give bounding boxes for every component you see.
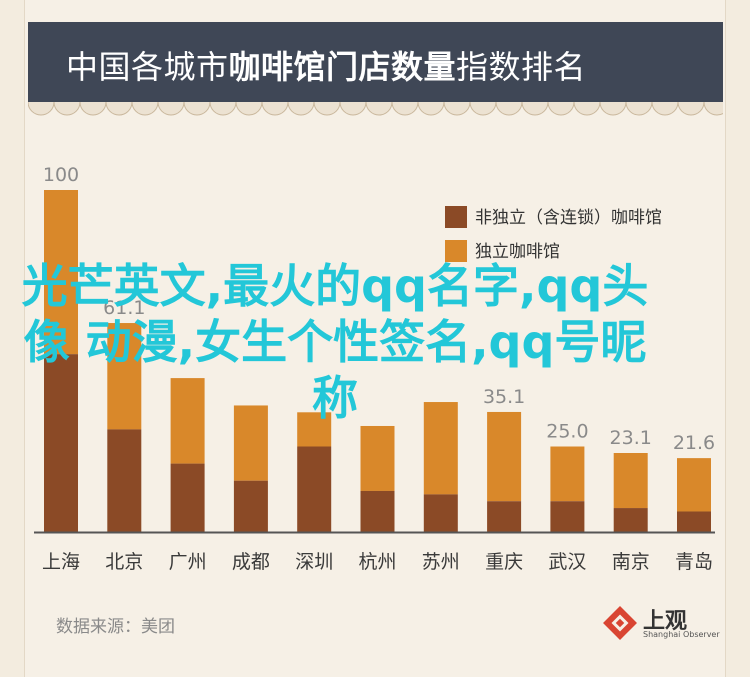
bar-chain: [360, 490, 395, 532]
scallop-arc: [651, 102, 679, 116]
bar-chain: [613, 508, 648, 532]
bar-independent: [297, 412, 332, 447]
bar-independent: [233, 405, 268, 481]
bar-independent: [613, 452, 648, 509]
scallop-arc: [339, 102, 367, 116]
brand-subtitle: Shanghai Observer: [643, 630, 720, 639]
bar-chain: [487, 501, 522, 532]
scallop-arc: [313, 102, 341, 116]
scallop-arc: [28, 102, 55, 116]
scallop-arc: [261, 102, 289, 116]
scallop-arc: [443, 102, 471, 116]
scallop-arc: [53, 102, 81, 116]
scallop-arc: [131, 102, 159, 116]
x-tick-label: 重庆: [485, 551, 523, 573]
x-tick-label: 青岛: [675, 551, 713, 573]
legend-label-chain: 非独立（含连锁）咖啡馆: [475, 208, 662, 228]
bar-chain: [677, 511, 711, 532]
bar-chain: [423, 494, 458, 532]
x-tick-label: 杭州: [358, 551, 396, 573]
bar-independent: [360, 425, 395, 491]
bar-chain: [107, 429, 142, 532]
brand-logo: 上观 Shanghai Observer: [603, 603, 723, 643]
bar-chain: [44, 354, 78, 532]
bar-independent: [677, 458, 711, 512]
scallop-arc: [573, 102, 601, 116]
x-tick-label: 苏州: [422, 551, 460, 573]
data-label: 23.1: [610, 427, 652, 449]
bar-independent: [170, 378, 205, 464]
scallop-arc: [365, 102, 393, 116]
data-source: 数据来源：美团: [56, 617, 175, 637]
scallop-border: [28, 102, 723, 116]
scallop-arc: [547, 102, 575, 116]
scallop-arc: [391, 102, 419, 116]
scallop-arc: [677, 102, 705, 116]
scallop-arc: [417, 102, 445, 116]
bar-chain: [297, 446, 332, 532]
x-tick-label: 武汉: [548, 551, 586, 573]
scallop-arc: [521, 102, 549, 116]
data-label: 35.1: [483, 386, 525, 408]
scallop-arc: [703, 102, 723, 116]
bar-independent: [107, 323, 142, 430]
bar-independent: [550, 446, 585, 502]
x-tick-label: 深圳: [295, 551, 333, 573]
scallop-arc: [625, 102, 653, 116]
scallop-arc: [183, 102, 211, 116]
data-label: 61.1: [103, 297, 145, 319]
x-tick-label: 成都: [232, 551, 270, 573]
bar-independent: [44, 190, 78, 355]
scallop-arc: [287, 102, 315, 116]
legend-label-independent: 独立咖啡馆: [475, 242, 560, 262]
scallop-arc: [79, 102, 107, 116]
bar-chain: [170, 463, 205, 532]
scallop-arc: [599, 102, 627, 116]
scallop-arc: [157, 102, 185, 116]
brand-diamond-icon: [603, 606, 637, 640]
x-tick-label: 南京: [612, 551, 650, 573]
x-tick-label: 北京: [105, 551, 143, 573]
bar-chain: [233, 480, 268, 532]
scallop-arc: [469, 102, 497, 116]
data-label: 100: [43, 164, 79, 186]
title-banner: [28, 22, 723, 102]
chart-title: 中国各城市咖啡馆门店数量指数排名: [66, 48, 587, 86]
data-label: 25.0: [546, 421, 588, 443]
bar-independent: [487, 411, 522, 502]
x-tick-label: 上海: [42, 551, 80, 573]
scallop-arc: [495, 102, 523, 116]
bar-independent: [423, 402, 458, 495]
scallop-arc: [105, 102, 133, 116]
scallop-arc: [209, 102, 237, 116]
legend-swatch-independent: [445, 240, 467, 262]
data-label: 21.6: [673, 432, 715, 454]
bar-chain: [550, 501, 585, 532]
brand-name: 上观: [643, 609, 688, 634]
scallop-arc: [235, 102, 263, 116]
x-tick-label: 广州: [169, 551, 207, 573]
legend-swatch-chain: [445, 206, 467, 228]
